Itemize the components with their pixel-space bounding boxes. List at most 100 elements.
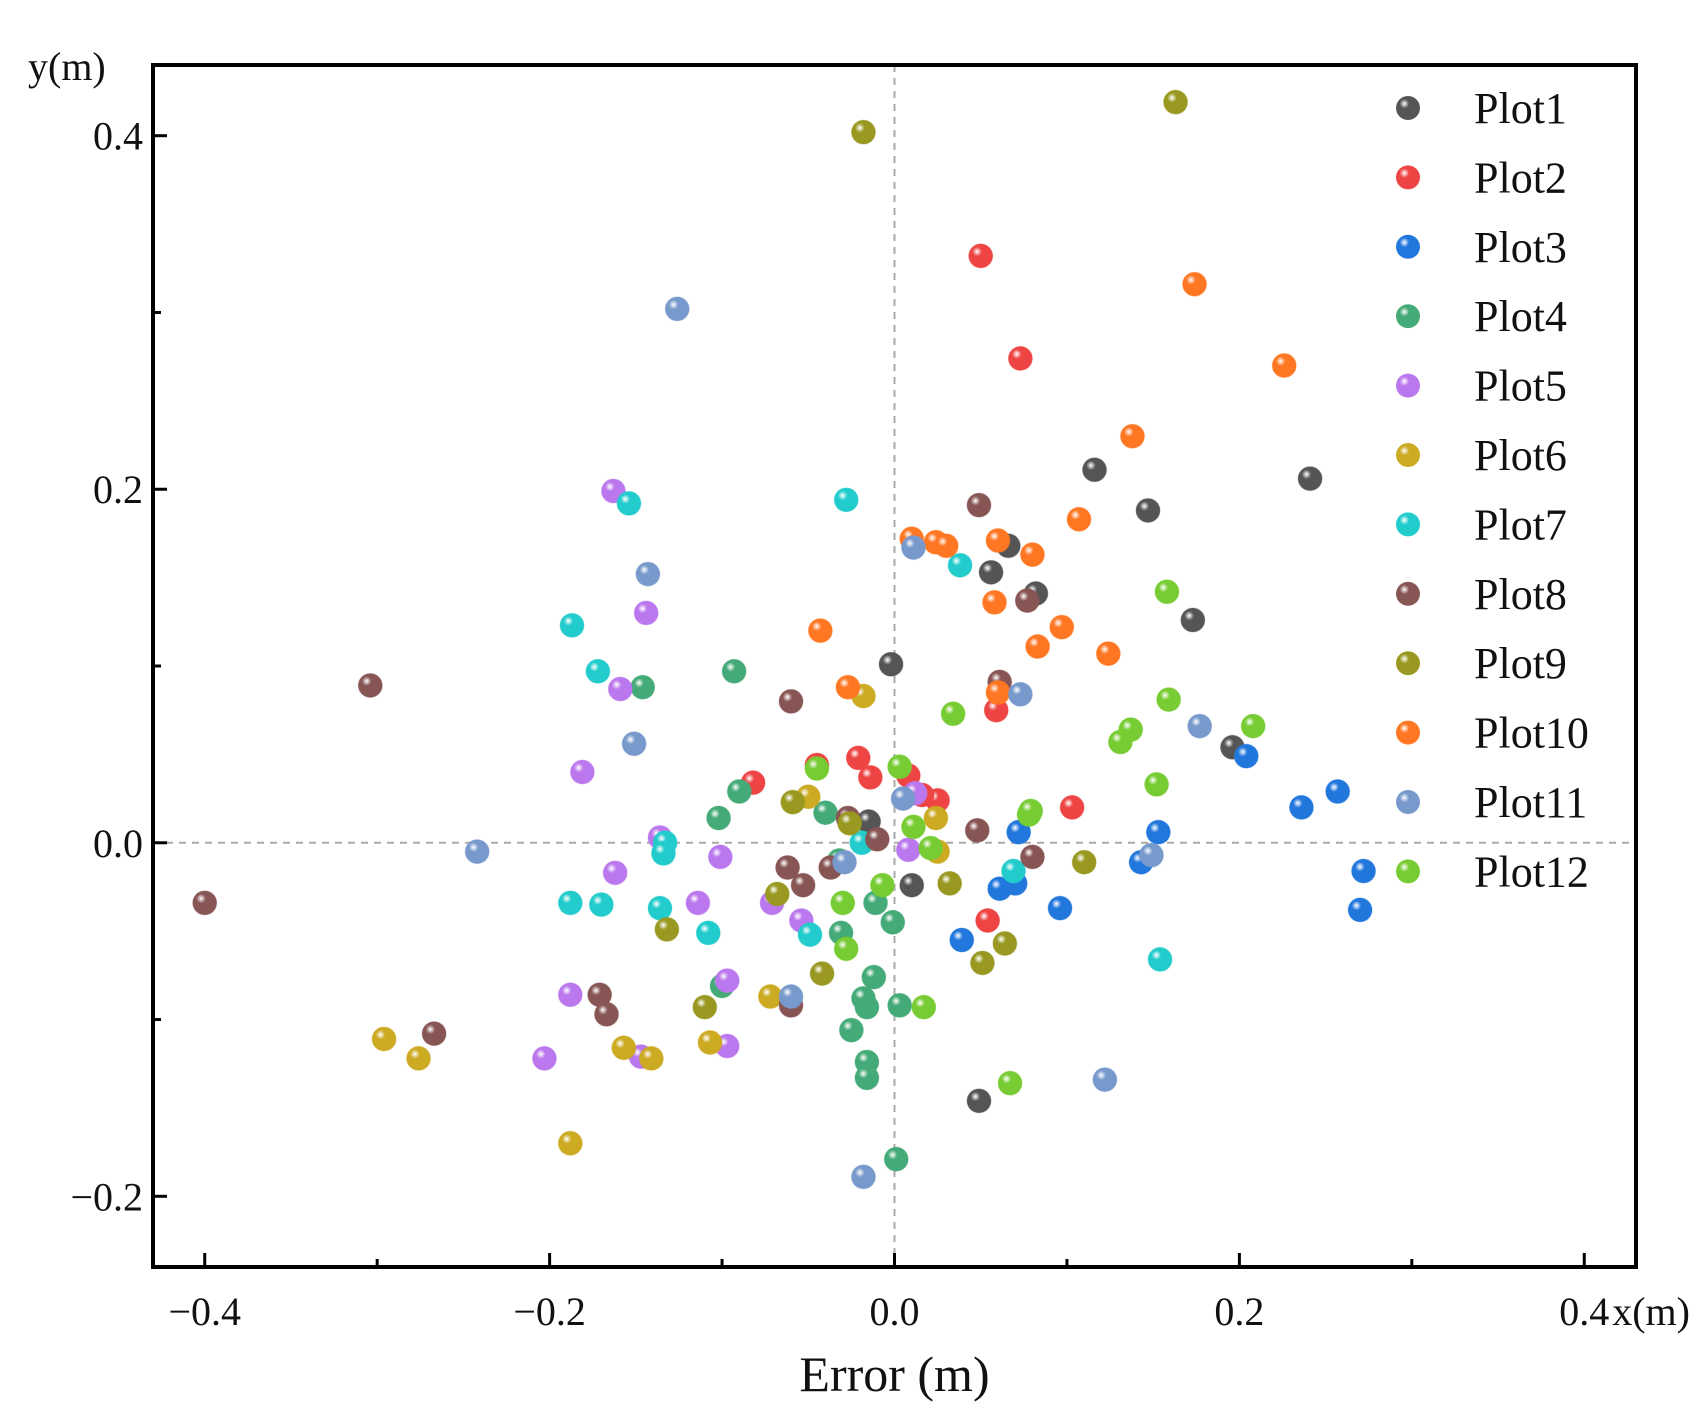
data-point — [1288, 794, 1314, 820]
data-point — [845, 745, 871, 771]
data-point — [1154, 579, 1180, 605]
data-point — [1145, 819, 1171, 845]
data-point — [1025, 634, 1051, 660]
data-point — [1059, 794, 1085, 820]
series-plot7 — [557, 487, 1173, 972]
data-point — [633, 600, 659, 626]
x-axis-unit-label: x(m) — [1612, 1289, 1690, 1334]
data-point — [721, 658, 747, 684]
legend-label: Plot11 — [1474, 778, 1587, 827]
data-point — [635, 561, 661, 587]
data-point — [764, 881, 790, 907]
data-point — [969, 950, 995, 976]
data-point — [1014, 588, 1040, 614]
data-point — [887, 754, 913, 780]
data-point — [650, 840, 676, 866]
series-plot12 — [804, 579, 1266, 1096]
data-point — [1240, 713, 1266, 739]
data-point — [621, 731, 647, 757]
x-tick-label: 0.4 — [1559, 1289, 1609, 1334]
legend-label: Plot8 — [1474, 570, 1567, 619]
legend-label: Plot12 — [1474, 847, 1589, 896]
data-point — [1095, 641, 1121, 667]
y-axis-unit-label: y(m) — [28, 44, 106, 89]
data-point — [357, 672, 383, 698]
data-point — [987, 876, 1013, 902]
data-point — [869, 872, 895, 898]
legend-label: Plot4 — [1474, 292, 1567, 341]
data-point — [1000, 858, 1026, 884]
data-point — [864, 826, 890, 852]
data-point — [804, 756, 830, 782]
data-point — [1144, 771, 1170, 797]
data-point — [557, 1130, 583, 1156]
data-point — [638, 1045, 664, 1071]
data-point — [964, 817, 990, 843]
data-point — [1092, 1067, 1118, 1093]
data-point — [975, 908, 1001, 934]
data-point — [1007, 345, 1033, 371]
legend-label: Plot9 — [1474, 639, 1567, 688]
data-point — [607, 676, 633, 702]
data-point — [1297, 466, 1323, 492]
legend-marker — [1396, 790, 1420, 814]
data-point — [1082, 457, 1108, 483]
data-point — [997, 1070, 1023, 1096]
data-point — [695, 920, 721, 946]
legend-marker — [1396, 651, 1420, 676]
data-point — [630, 674, 656, 700]
legend-label: Plot10 — [1474, 709, 1589, 758]
series-plot3 — [949, 743, 1377, 953]
data-point — [559, 612, 585, 638]
data-point — [611, 1035, 637, 1061]
data-point — [1271, 353, 1297, 378]
data-point — [985, 680, 1011, 706]
data-point — [966, 492, 992, 518]
legend-marker — [1396, 720, 1420, 745]
data-point — [900, 814, 926, 840]
data-point — [833, 487, 859, 513]
y-tick-label: −0.2 — [70, 1174, 143, 1219]
data-point — [464, 839, 490, 865]
data-point — [982, 589, 1008, 615]
data-point — [895, 837, 921, 863]
data-point — [797, 922, 823, 948]
data-point — [588, 892, 614, 918]
x-tick-label: −0.4 — [168, 1289, 241, 1334]
data-point — [790, 872, 816, 898]
x-tick-label: 0.0 — [870, 1289, 920, 1334]
data-point — [978, 559, 1004, 585]
legend-label: Plot5 — [1474, 362, 1567, 411]
legend-label: Plot2 — [1474, 153, 1567, 202]
data-point — [706, 805, 732, 831]
data-point — [1163, 89, 1189, 115]
legend-marker — [1396, 373, 1420, 398]
data-point — [371, 1026, 397, 1052]
x-tick-label: 0.2 — [1214, 1289, 1264, 1334]
data-point — [850, 1164, 876, 1190]
data-point — [861, 964, 887, 990]
data-point — [1066, 506, 1092, 532]
data-point — [837, 810, 863, 836]
legend: Plot1 Plot2 Plot3 Plot4 Plot5 Plot6 Plot7 Plot8… — [1396, 84, 1589, 896]
legend-marker — [1396, 512, 1420, 537]
data-point — [966, 1088, 992, 1114]
data-point — [831, 849, 857, 875]
data-point — [937, 870, 963, 896]
data-point — [714, 968, 740, 994]
data-point — [900, 535, 926, 561]
data-point — [557, 890, 583, 916]
y-tick-label: 0.0 — [93, 821, 143, 866]
x-axis-title: Error (m) — [799, 1346, 989, 1402]
data-point — [838, 1017, 864, 1043]
data-point — [911, 994, 937, 1020]
data-point — [918, 835, 944, 861]
data-point — [1071, 849, 1097, 875]
legend-marker — [1396, 443, 1420, 467]
data-points — [192, 89, 1377, 1190]
y-axis: −0.2 0.0 0.2 0.4 — [70, 114, 167, 1219]
data-point — [531, 1045, 557, 1071]
legend-marker — [1396, 165, 1420, 190]
